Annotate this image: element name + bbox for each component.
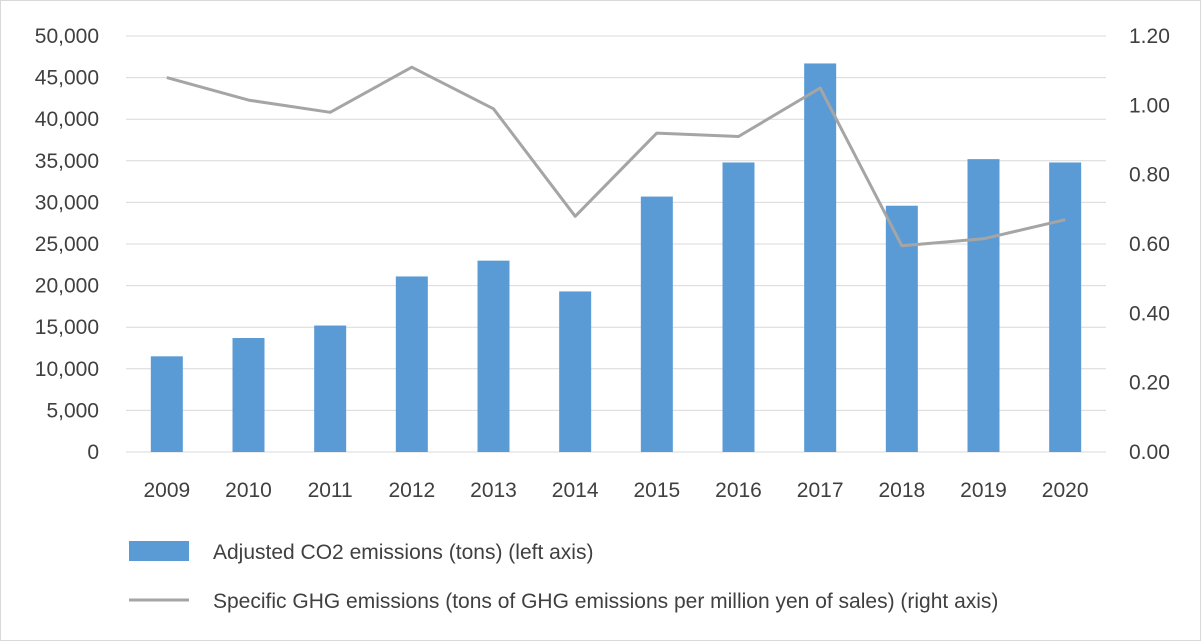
bar-2014 bbox=[559, 291, 592, 452]
left-axis-tick-label: 25,000 bbox=[35, 233, 99, 256]
x-axis-tick-label: 2016 bbox=[715, 479, 762, 502]
right-axis-tick-label: 0.00 bbox=[1129, 441, 1170, 464]
left-axis-tick-label: 35,000 bbox=[35, 150, 99, 173]
right-axis-tick-label: 0.80 bbox=[1129, 164, 1170, 187]
ghg-line bbox=[166, 65, 1066, 248]
legend: Adjusted CO2 emissions (tons) (left axis… bbox=[129, 541, 998, 613]
bar-series bbox=[150, 63, 1082, 453]
left-axis-tick-label: 30,000 bbox=[35, 191, 99, 214]
right-axis-ticks: 0.00 0.20 0.40 0.60 0.80 1.00 1.20 bbox=[1129, 25, 1170, 464]
right-axis-tick-label: 0.40 bbox=[1129, 302, 1170, 325]
x-axis-tick-label: 2018 bbox=[878, 479, 925, 502]
left-axis-tick-label: 10,000 bbox=[35, 358, 99, 381]
x-axis-tick-label: 2014 bbox=[552, 479, 599, 502]
left-axis-tick-label: 0 bbox=[87, 441, 99, 464]
right-axis-tick-label: 0.20 bbox=[1129, 372, 1170, 395]
x-axis-tick-label: 2012 bbox=[388, 479, 435, 502]
right-axis-tick-label: 0.60 bbox=[1129, 233, 1170, 256]
legend-label-co2: Adjusted CO2 emissions (tons) (left axis… bbox=[213, 541, 593, 564]
bar-2020 bbox=[1049, 162, 1082, 453]
x-axis-tick-label: 2019 bbox=[960, 479, 1007, 502]
left-axis-ticks: 0 5,000 10,000 15,000 20,000 25,000 30,000 35,0… bbox=[35, 25, 99, 464]
left-axis-tick-label: 50,000 bbox=[35, 25, 99, 48]
x-axis-ticks: 2009 2010 2011 2012 2013 2014 2015 2016 2017 2018… bbox=[143, 479, 1088, 502]
x-axis-tick-label: 2011 bbox=[308, 479, 353, 502]
x-axis-tick-label: 2010 bbox=[225, 479, 272, 502]
x-axis-tick-label: 2017 bbox=[797, 479, 844, 502]
left-axis-tick-label: 45,000 bbox=[35, 67, 99, 90]
line-series bbox=[166, 65, 1066, 248]
bar-2010 bbox=[232, 338, 265, 452]
x-axis-tick-label: 2020 bbox=[1042, 479, 1089, 502]
left-axis-tick-label: 40,000 bbox=[35, 108, 99, 131]
bar-2019 bbox=[967, 159, 1000, 453]
bar-2012 bbox=[395, 276, 428, 452]
bar-2013 bbox=[477, 260, 510, 452]
bar-2011 bbox=[314, 325, 347, 452]
bar-2016 bbox=[722, 162, 755, 453]
legend-swatch-co2 bbox=[129, 541, 189, 561]
right-axis-tick-label: 1.20 bbox=[1129, 25, 1170, 48]
left-axis-tick-label: 5,000 bbox=[46, 399, 99, 422]
x-axis-tick-label: 2013 bbox=[470, 479, 517, 502]
left-axis-tick-label: 20,000 bbox=[35, 275, 99, 298]
x-axis-tick-label: 2009 bbox=[143, 479, 190, 502]
bar-2009 bbox=[150, 356, 183, 452]
legend-label-ghg: Specific GHG emissions (tons of GHG emis… bbox=[213, 590, 998, 613]
gridlines bbox=[126, 35, 1106, 453]
left-axis-tick-label: 15,000 bbox=[35, 316, 99, 339]
bar-2015 bbox=[640, 196, 673, 452]
right-axis-tick-label: 1.00 bbox=[1129, 94, 1170, 117]
x-axis-tick-label: 2015 bbox=[633, 479, 680, 502]
bar-2017 bbox=[804, 63, 837, 453]
